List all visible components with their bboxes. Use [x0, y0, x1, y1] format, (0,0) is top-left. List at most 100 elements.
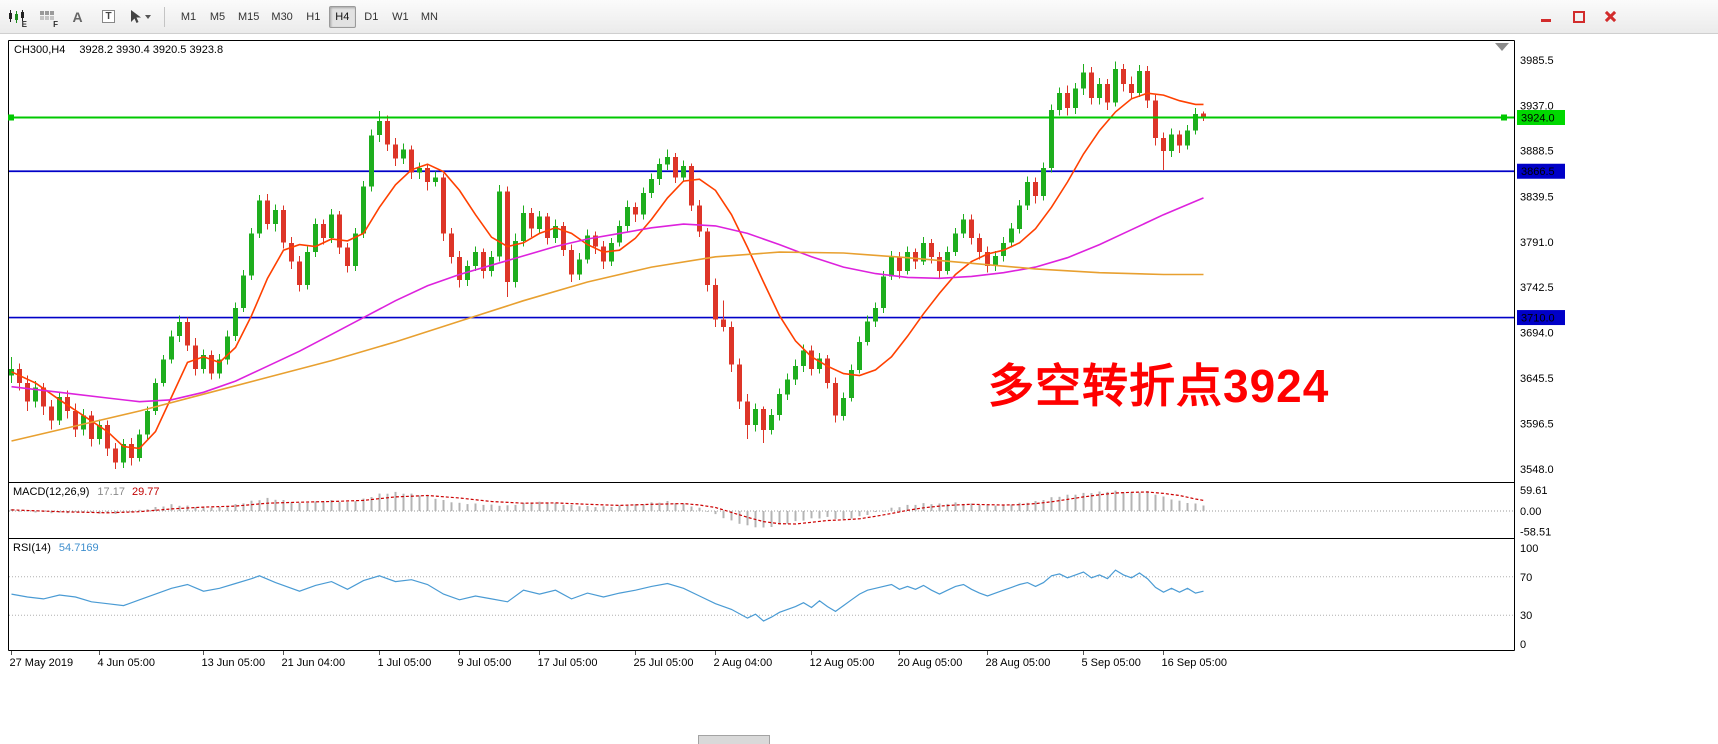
chart-badge: E — [21, 19, 27, 29]
macd-histogram-bar — [722, 511, 725, 519]
candle-body — [561, 225, 566, 251]
candle-body — [545, 216, 550, 239]
candle-body — [169, 336, 174, 360]
time-axis-label: 28 Aug 05:00 — [986, 657, 1051, 669]
candle-body — [249, 233, 254, 276]
timeframe-button-h4[interactable]: H4 — [328, 5, 356, 28]
window-minimize-button[interactable] — [1538, 9, 1554, 24]
candle-body — [1105, 83, 1110, 103]
macd-histogram-bar — [522, 502, 525, 511]
candle-body — [649, 179, 654, 194]
macd-histogram-bar — [1194, 503, 1197, 511]
chart-text-annotation[interactable]: 多空转折点3924 — [988, 360, 1330, 412]
macd-histogram-bar — [330, 500, 333, 511]
macd-histogram-bar — [1178, 500, 1181, 511]
macd-histogram-bar — [50, 511, 53, 514]
candle-body — [929, 242, 934, 257]
macd-histogram-bar — [266, 497, 269, 511]
candle-body — [737, 364, 742, 402]
macd-histogram-bar — [346, 502, 349, 511]
cursor-tool-button[interactable] — [126, 5, 153, 29]
horizontal-scrollbar-thumb[interactable] — [698, 735, 770, 744]
candle-body — [273, 210, 278, 224]
rsi-value: 54.7169 — [58, 542, 99, 554]
candlestick-icon — [8, 10, 24, 23]
timeframe-button-d1[interactable]: D1 — [358, 6, 385, 28]
time-axis-label: 13 Jun 05:00 — [202, 657, 266, 669]
candle-body — [601, 246, 606, 262]
macd-histogram-bar — [1154, 494, 1157, 511]
candle-body — [153, 383, 158, 411]
window-restore-button[interactable] — [1570, 9, 1586, 24]
line-handle-left[interactable] — [8, 114, 14, 121]
annotation-a-button[interactable]: A — [64, 5, 91, 29]
candle-body — [401, 149, 406, 159]
macd-histogram-bar — [594, 507, 597, 511]
text-tool-button[interactable]: T — [95, 5, 122, 29]
macd-histogram-bar — [146, 509, 149, 511]
macd-histogram-bar — [338, 501, 341, 511]
candle-body — [873, 308, 878, 322]
macd-histogram-bar — [1186, 503, 1189, 511]
candle-body — [257, 200, 262, 234]
timeframe-toolbar: M1 M5 M15 M30 H1 H4 D1 W1 MN — [174, 5, 444, 28]
ohlc-values-label: 3928.2 3930.4 3920.5 3923.8 — [79, 44, 224, 56]
candle-body — [201, 354, 206, 369]
candle-body — [713, 284, 718, 320]
candle-body — [729, 326, 734, 365]
macd-name: MACD(12,26,9) — [13, 486, 90, 498]
candle-body — [769, 414, 774, 430]
price-badge-label: 3710.0 — [1521, 313, 1555, 325]
candle-body — [745, 401, 750, 426]
candle-body — [497, 191, 502, 257]
macd-histogram-bar — [58, 511, 61, 513]
time-axis: 27 May 2019 4 Jun 05:00 13 Jun 05:00 21 Jun… — [10, 651, 1227, 669]
macd-indicator-label: MACD(12,26,9) 17.17 29.77 — [13, 486, 159, 498]
macd-signal-value: 29.77 — [131, 486, 160, 498]
macd-histogram-bar — [530, 503, 533, 511]
chart-window-button[interactable]: E — [2, 5, 29, 29]
letter-a-icon: A — [72, 8, 83, 25]
candle-body — [1201, 113, 1206, 118]
candle-body — [329, 214, 334, 239]
macd-histogram-bar — [586, 506, 589, 511]
timeframe-button-m30[interactable]: M30 — [266, 6, 297, 28]
line-handle-right[interactable] — [1501, 114, 1507, 121]
macd-histogram-bar — [650, 502, 653, 511]
timeframe-button-h1[interactable]: H1 — [300, 6, 327, 28]
candle-body — [25, 383, 30, 402]
timeframe-button-mn[interactable]: MN — [416, 6, 443, 28]
macd-histogram-bar — [1082, 492, 1085, 511]
grid-button[interactable]: F — [33, 5, 60, 29]
window-close-button[interactable] — [1602, 9, 1618, 24]
price-badge-label: 3924.0 — [1521, 112, 1555, 124]
candle-body — [65, 397, 70, 411]
cursor-icon — [130, 10, 141, 23]
macd-histogram-bar — [818, 511, 821, 519]
macd-histogram-bar — [442, 500, 445, 511]
macd-histogram-bar — [882, 510, 885, 512]
candle-body — [817, 358, 822, 369]
candle-body — [1193, 113, 1198, 131]
timeframe-button-m5[interactable]: M5 — [204, 6, 231, 28]
candle-body — [1049, 110, 1054, 168]
candle-body — [633, 207, 638, 215]
macd-histogram-bar — [1050, 497, 1053, 511]
rsi-tick-label: 0 — [1520, 639, 1526, 651]
timeframe-button-m15[interactable]: M15 — [233, 6, 264, 28]
macd-histogram-bar — [1026, 502, 1029, 511]
macd-histogram-bar — [298, 502, 301, 511]
candle-body — [1113, 68, 1118, 103]
timeframe-button-m1[interactable]: M1 — [175, 6, 202, 28]
price-tick-label: 3742.5 — [1520, 282, 1554, 294]
candle-body — [57, 397, 62, 421]
candle-body — [289, 242, 294, 262]
candle-body — [857, 341, 862, 370]
timeframe-button-w1[interactable]: W1 — [387, 6, 414, 28]
candle-body — [353, 233, 358, 267]
candle-body — [641, 193, 646, 215]
candle-body — [161, 359, 166, 383]
macd-histogram-bar — [842, 511, 845, 519]
macd-histogram-bar — [1130, 492, 1133, 511]
